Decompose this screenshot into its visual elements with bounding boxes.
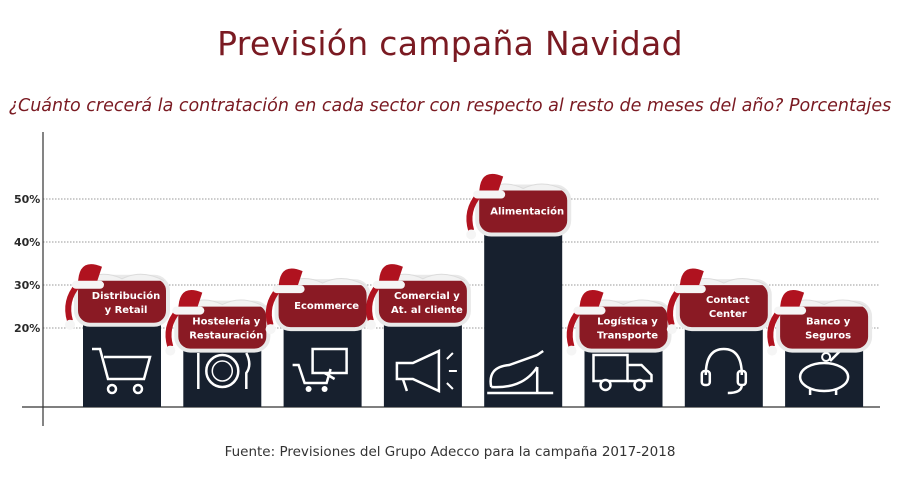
- bar: [484, 220, 563, 407]
- y-tick-label: 40%: [14, 236, 40, 249]
- category-label: Hostelería y: [192, 316, 261, 328]
- sector-sign: Alimentación: [466, 173, 572, 240]
- chart-subtitle: ¿Cuánto crecerá la contratación en cada …: [8, 96, 892, 116]
- category-label: Restauración: [189, 330, 263, 342]
- cart-icon: [92, 347, 152, 395]
- category-label: Banco y: [806, 317, 851, 328]
- category-label: Alimentación: [490, 206, 564, 218]
- chart-title: Previsión campaña Navidad: [217, 24, 683, 63]
- headset-icon: [700, 347, 748, 395]
- sector-sign: Comercial y At. al cliente: [365, 264, 471, 330]
- sector-sign: Ecommerce: [265, 268, 371, 335]
- megaphone-icon: [395, 349, 457, 393]
- category-label: y Retail: [105, 305, 148, 316]
- truck-icon: [592, 353, 653, 392]
- category-label: Logística y: [597, 316, 658, 328]
- category-label: Ecommerce: [294, 301, 359, 312]
- y-tick-label: 20%: [14, 322, 40, 335]
- category-label: Seguros: [805, 331, 851, 342]
- plate-cutlery-icon: [197, 352, 251, 389]
- category-label: Comercial y: [394, 291, 460, 302]
- sector-sign: Banco y Seguros: [767, 289, 873, 356]
- chart-source: Fuente: Previsiones del Grupo Adecco par…: [224, 444, 676, 460]
- sector-sign: Distribución y Retail: [65, 264, 170, 330]
- computer-cart-icon: [292, 347, 348, 392]
- y-tick-label: 50%: [14, 193, 40, 206]
- ham-icon: [487, 349, 554, 395]
- category-label: At. al cliente: [391, 305, 463, 316]
- bar: [83, 310, 161, 407]
- sector-sign: Logística y Transporte: [566, 289, 672, 356]
- category-label: Center: [709, 309, 747, 320]
- sector-sign: Contact Center: [666, 268, 772, 335]
- category-label: Transporte: [597, 331, 658, 342]
- category-label: Contact: [706, 295, 750, 306]
- category-label: Distribución: [92, 290, 160, 302]
- sector-sign: Hostelería y Restauración: [165, 289, 271, 356]
- y-tick-label: 30%: [14, 279, 40, 292]
